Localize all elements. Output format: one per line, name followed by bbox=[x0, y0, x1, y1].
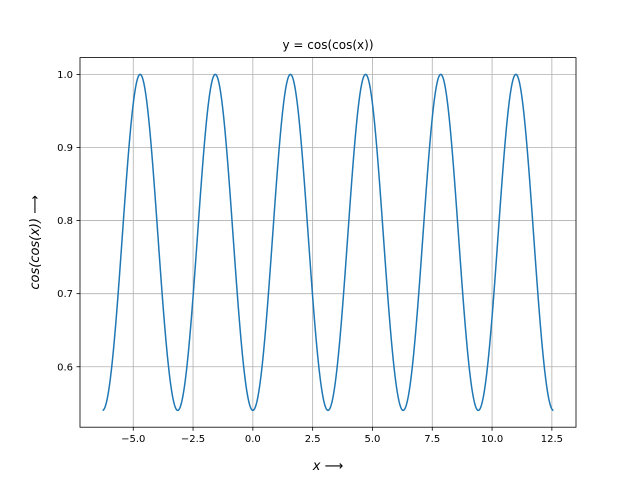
x-tick-label: 7.5 bbox=[424, 434, 440, 445]
y-axis: 0.6 0.7 0.8 0.9 1.0 bbox=[57, 70, 80, 373]
x-axis: −5.0 −2.5 0.0 2.5 5.0 7.5 10.0 12.5 bbox=[121, 427, 563, 445]
x-tick-label: 2.5 bbox=[305, 434, 321, 445]
y-axis-label: cos(cos(x)) ⟶ bbox=[28, 195, 43, 290]
x-tick-label: −2.5 bbox=[181, 434, 205, 445]
y-tick-label: 0.6 bbox=[57, 362, 73, 373]
x-tick-label: 0.0 bbox=[245, 434, 261, 445]
y-tick-label: 0.9 bbox=[57, 143, 73, 154]
x-tick-label: −5.0 bbox=[121, 434, 145, 445]
chart-title: y = cos(cos(x)) bbox=[283, 38, 374, 52]
plot-frame bbox=[79, 57, 577, 428]
x-tick-label: 10.0 bbox=[481, 434, 503, 445]
series-line bbox=[102, 73, 554, 412]
x-tick-label: 12.5 bbox=[541, 434, 563, 445]
y-tick-label: 0.8 bbox=[57, 216, 73, 227]
series-group bbox=[102, 73, 554, 412]
y-tick-label: 0.7 bbox=[57, 289, 73, 300]
x-axis-label: x ⟶ bbox=[312, 459, 343, 474]
x-tick-label: 5.0 bbox=[365, 434, 381, 445]
y-tick-label: 1.0 bbox=[57, 70, 73, 81]
